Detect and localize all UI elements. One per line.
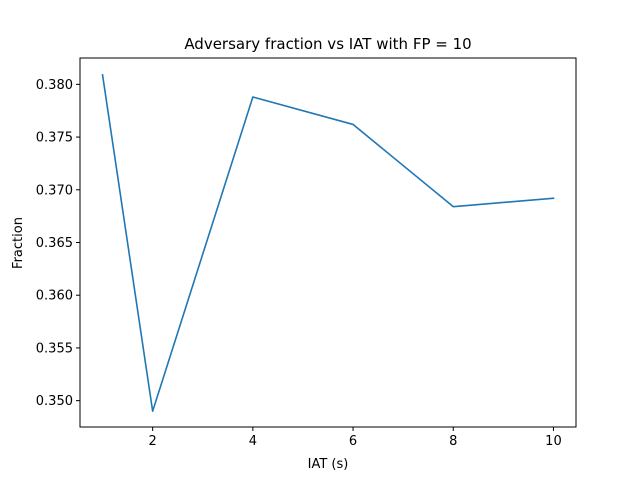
x-tick-label: 10 [545,434,562,449]
y-tick-label: 0.360 [36,289,73,304]
x-tick-label: 4 [249,434,257,449]
x-tick-label: 2 [149,434,157,449]
x-tick-label: 6 [349,434,357,449]
y-axis: 0.350 0.355 0.360 0.365 0.370 0.375 0.380 [36,78,80,409]
y-tick-label: 0.365 [36,236,73,251]
y-tick-label: 0.380 [36,78,73,93]
series-line-0 [101,73,555,412]
x-axis: 2 4 6 8 10 [149,427,562,449]
plot-frame [79,57,577,428]
x-tick-label: 8 [449,434,457,449]
x-axis-label: IAT (s) [308,457,349,472]
plot-area [80,58,576,427]
chart-title: Adversary fraction vs IAT with FP = 10 [184,35,471,53]
y-tick-label: 0.350 [36,394,73,409]
y-tick-label: 0.370 [36,183,73,198]
y-tick-label: 0.355 [36,341,73,356]
y-axis-label: Fraction [11,217,26,269]
y-tick-label: 0.375 [36,131,73,146]
series-layer [101,73,555,412]
